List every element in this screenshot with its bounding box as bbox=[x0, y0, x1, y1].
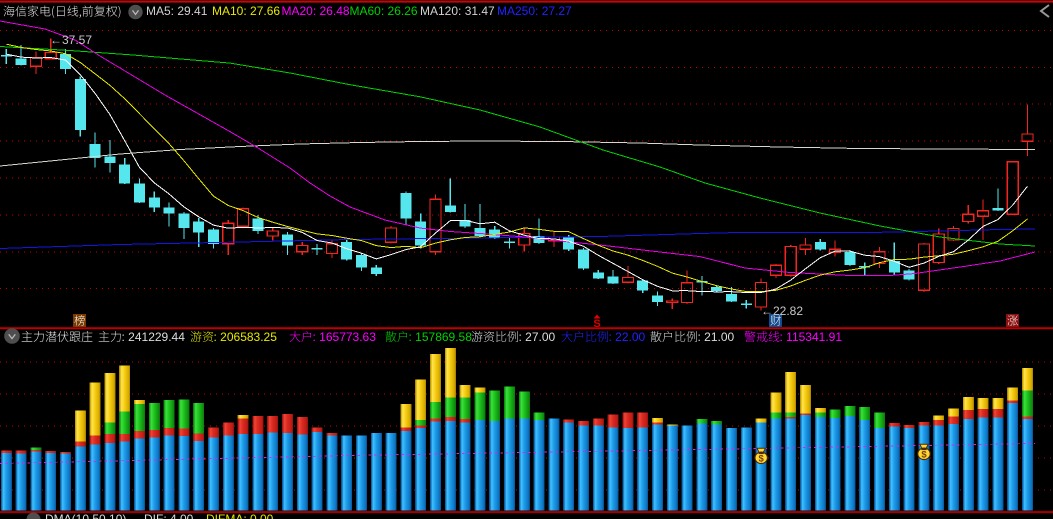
svg-text:$: $ bbox=[921, 449, 927, 460]
svg-text:S: S bbox=[593, 318, 600, 330]
svg-text:$: $ bbox=[759, 453, 765, 464]
